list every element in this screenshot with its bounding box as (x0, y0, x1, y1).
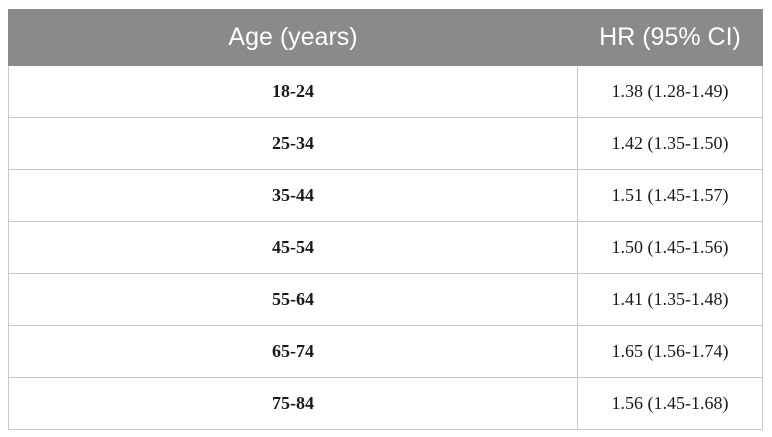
hr-cell: 1.42 (1.35-1.50) (577, 117, 763, 170)
age-cell: 18-24 (8, 65, 578, 118)
table-row: 18-24 1.38 (1.28-1.49) (8, 65, 763, 118)
hr-cell: 1.51 (1.45-1.57) (577, 169, 763, 222)
hr-cell: 1.50 (1.45-1.56) (577, 221, 763, 274)
hr-cell: 1.65 (1.56-1.74) (577, 325, 763, 378)
table-row: 65-74 1.65 (1.56-1.74) (8, 325, 763, 378)
age-cell: 65-74 (8, 325, 578, 378)
header-hr: HR (95% CI) (577, 9, 763, 66)
header-row: Age (years) HR (95% CI) (8, 9, 763, 66)
hr-by-age-table: Age (years) HR (95% CI) 18-24 1.38 (1.28… (8, 9, 763, 430)
table-row: 75-84 1.56 (1.45-1.68) (8, 377, 763, 430)
hr-cell: 1.41 (1.35-1.48) (577, 273, 763, 326)
table-row: 45-54 1.50 (1.45-1.56) (8, 221, 763, 274)
hr-cell: 1.56 (1.45-1.68) (577, 377, 763, 430)
age-cell: 35-44 (8, 169, 578, 222)
age-cell: 25-34 (8, 117, 578, 170)
table-row: 35-44 1.51 (1.45-1.57) (8, 169, 763, 222)
table-row: 25-34 1.42 (1.35-1.50) (8, 117, 763, 170)
hr-cell: 1.38 (1.28-1.49) (577, 65, 763, 118)
age-cell: 55-64 (8, 273, 578, 326)
age-cell: 75-84 (8, 377, 578, 430)
header-age: Age (years) (8, 9, 578, 66)
table-row: 55-64 1.41 (1.35-1.48) (8, 273, 763, 326)
age-cell: 45-54 (8, 221, 578, 274)
